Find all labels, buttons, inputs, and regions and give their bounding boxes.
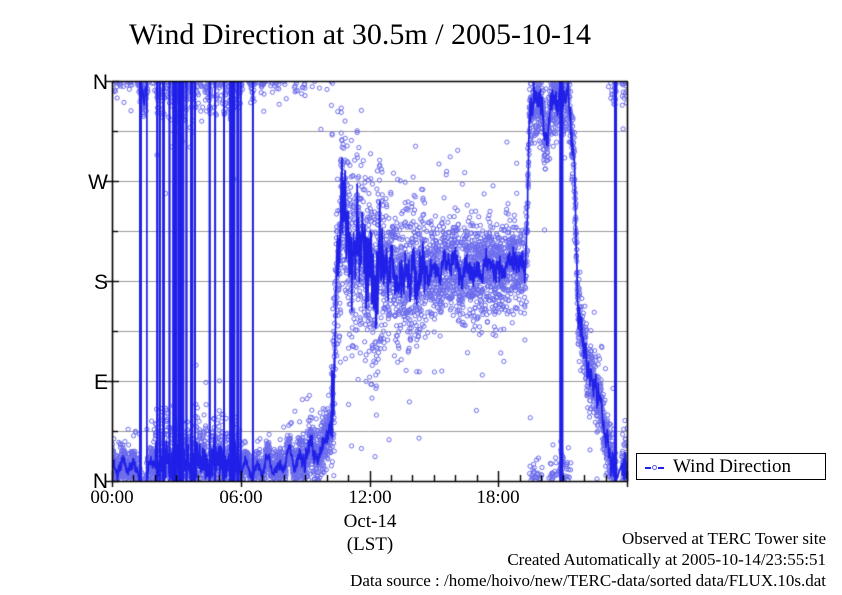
x-tick-label-0000: 00:00 — [90, 487, 134, 508]
y-tick-label-w: W — [88, 171, 108, 194]
footer-created-at: Created Automatically at 2005-10-14/23:5… — [507, 550, 826, 569]
y-tick-label-e: E — [93, 371, 108, 394]
x-axis-units-caption: (LST) — [346, 534, 394, 555]
legend-line-swatch — [645, 465, 665, 470]
footer-observed-at: Observed at TERC Tower site — [621, 529, 826, 548]
x-tick-label-0600: 06:00 — [219, 487, 263, 508]
x-axis-date-caption: Oct-14 — [343, 511, 397, 532]
x-tick-label-1200: 12:00 — [348, 487, 392, 508]
footer-data-source: Data source : /home/hoivo/new/TERC-data/… — [350, 571, 826, 590]
legend[interactable]: Wind Direction — [636, 453, 826, 480]
x-tick-label-1800: 18:00 — [476, 487, 520, 508]
y-tick-label-s: S — [93, 271, 108, 294]
y-tick-label-n-bottom: N — [92, 470, 108, 493]
y-tick-label-n-top: N — [92, 71, 108, 94]
legend-item-label: Wind Direction — [673, 456, 791, 477]
